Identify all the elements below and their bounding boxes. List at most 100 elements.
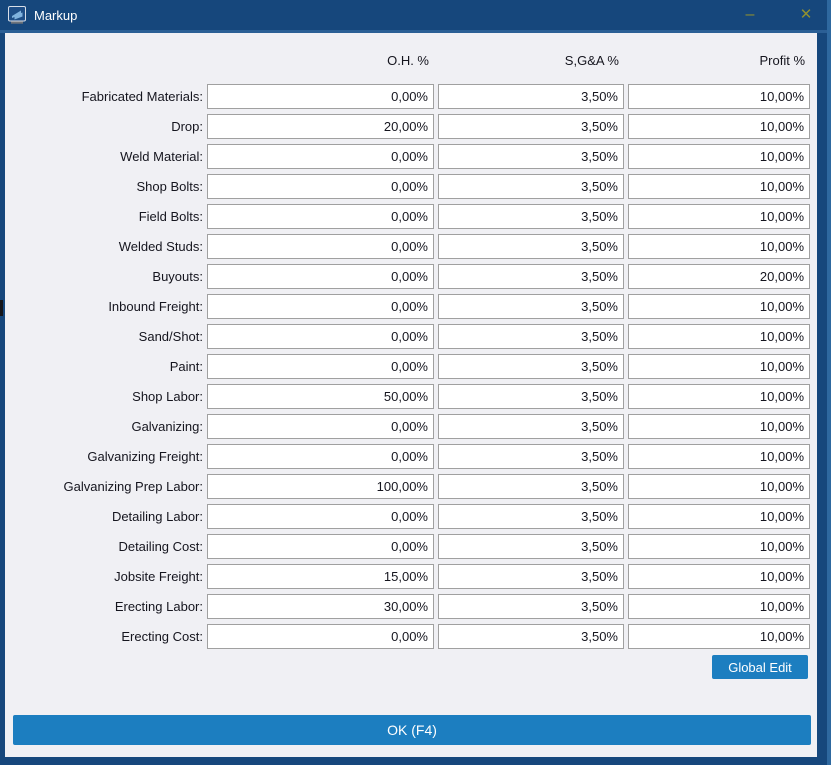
row-label: Jobsite Freight: — [114, 569, 203, 584]
oh-input[interactable] — [207, 324, 434, 349]
profit-input[interactable] — [628, 174, 810, 199]
sga-input[interactable] — [438, 594, 624, 619]
oh-input[interactable] — [207, 204, 434, 229]
table-row: Shop Bolts: — [5, 174, 810, 199]
row-label: Sand/Shot: — [138, 329, 203, 344]
label-column-header — [5, 53, 203, 68]
sga-input[interactable] — [438, 114, 624, 139]
row-label: Galvanizing Prep Labor: — [63, 479, 203, 494]
table-row: Drop: — [5, 114, 810, 139]
oh-input[interactable] — [207, 84, 434, 109]
sga-input[interactable] — [438, 294, 624, 319]
profit-input[interactable] — [628, 444, 810, 469]
sga-input[interactable] — [438, 234, 624, 259]
oh-input[interactable] — [207, 114, 434, 139]
profit-input[interactable] — [628, 144, 810, 169]
ok-button[interactable]: OK (F4) — [13, 715, 811, 745]
row-label: Galvanizing Freight: — [87, 449, 203, 464]
sga-input[interactable] — [438, 624, 624, 649]
sga-input[interactable] — [438, 504, 624, 529]
profit-input[interactable] — [628, 264, 810, 289]
sga-input[interactable] — [438, 474, 624, 499]
profit-input[interactable] — [628, 564, 810, 589]
profit-input[interactable] — [628, 114, 810, 139]
sga-input[interactable] — [438, 414, 624, 439]
window-right-edge — [827, 0, 831, 765]
dialog-content: O.H. % S,G&A % Profit % Fabricated Mater… — [5, 33, 817, 757]
sga-input[interactable] — [438, 264, 624, 289]
oh-input[interactable] — [207, 294, 434, 319]
table-row: Sand/Shot: — [5, 324, 810, 349]
table-row: Galvanizing Prep Labor: — [5, 474, 810, 499]
profit-input[interactable] — [628, 84, 810, 109]
titlebar: Markup – ✕ — [0, 0, 831, 30]
markup-table: Fabricated Materials: Drop: Weld Materia… — [5, 84, 810, 649]
row-label: Galvanizing: — [131, 419, 203, 434]
table-row: Buyouts: — [5, 264, 810, 289]
profit-input[interactable] — [628, 624, 810, 649]
sga-input[interactable] — [438, 204, 624, 229]
table-row: Inbound Freight: — [5, 294, 810, 319]
sga-input[interactable] — [438, 444, 624, 469]
row-label: Shop Bolts: — [136, 179, 204, 194]
profit-input[interactable] — [628, 414, 810, 439]
profit-input[interactable] — [628, 534, 810, 559]
oh-input[interactable] — [207, 474, 434, 499]
sga-input[interactable] — [438, 174, 624, 199]
profit-input[interactable] — [628, 384, 810, 409]
oh-input[interactable] — [207, 534, 434, 559]
oh-input[interactable] — [207, 594, 434, 619]
table-row: Galvanizing: — [5, 414, 810, 439]
table-row: Paint: — [5, 354, 810, 379]
row-label: Detailing Cost: — [118, 539, 203, 554]
table-row: Weld Material: — [5, 144, 810, 169]
row-label: Paint: — [169, 359, 203, 374]
oh-input[interactable] — [207, 564, 434, 589]
oh-input[interactable] — [207, 174, 434, 199]
row-label: Drop: — [171, 119, 203, 134]
oh-input[interactable] — [207, 444, 434, 469]
row-label: Fabricated Materials: — [81, 89, 203, 104]
close-icon[interactable]: ✕ — [799, 6, 813, 23]
sga-input[interactable] — [438, 144, 624, 169]
table-row: Fabricated Materials: — [5, 84, 810, 109]
global-edit-button[interactable]: Global Edit — [712, 655, 808, 679]
profit-column-header: Profit % — [759, 53, 805, 68]
row-label: Erecting Labor: — [114, 599, 203, 614]
profit-input[interactable] — [628, 594, 810, 619]
oh-input[interactable] — [207, 624, 434, 649]
oh-input[interactable] — [207, 354, 434, 379]
table-row: Erecting Cost: — [5, 624, 810, 649]
sga-input[interactable] — [438, 84, 624, 109]
oh-input[interactable] — [207, 414, 434, 439]
profit-input[interactable] — [628, 294, 810, 319]
sga-input[interactable] — [438, 324, 624, 349]
titlebar-accent-line — [0, 30, 831, 33]
row-label: Shop Labor: — [132, 389, 203, 404]
profit-input[interactable] — [628, 354, 810, 379]
row-label: Welded Studs: — [118, 239, 203, 254]
minimize-icon[interactable]: – — [745, 6, 755, 23]
row-label: Buyouts: — [152, 269, 203, 284]
oh-input[interactable] — [207, 234, 434, 259]
profit-input[interactable] — [628, 324, 810, 349]
oh-input[interactable] — [207, 144, 434, 169]
oh-input[interactable] — [207, 264, 434, 289]
oh-input[interactable] — [207, 384, 434, 409]
profit-input[interactable] — [628, 504, 810, 529]
sga-column-header: S,G&A % — [564, 53, 619, 68]
column-headers: O.H. % S,G&A % Profit % — [5, 53, 810, 68]
row-label: Inbound Freight: — [108, 299, 203, 314]
sga-input[interactable] — [438, 354, 624, 379]
sga-input[interactable] — [438, 534, 624, 559]
sga-input[interactable] — [438, 564, 624, 589]
app-icon — [8, 6, 26, 24]
table-row: Erecting Labor: — [5, 594, 810, 619]
profit-input[interactable] — [628, 234, 810, 259]
profit-input[interactable] — [628, 204, 810, 229]
oh-input[interactable] — [207, 504, 434, 529]
sga-input[interactable] — [438, 384, 624, 409]
profit-input[interactable] — [628, 474, 810, 499]
background-window-edge — [0, 300, 3, 316]
row-label: Erecting Cost: — [121, 629, 203, 644]
